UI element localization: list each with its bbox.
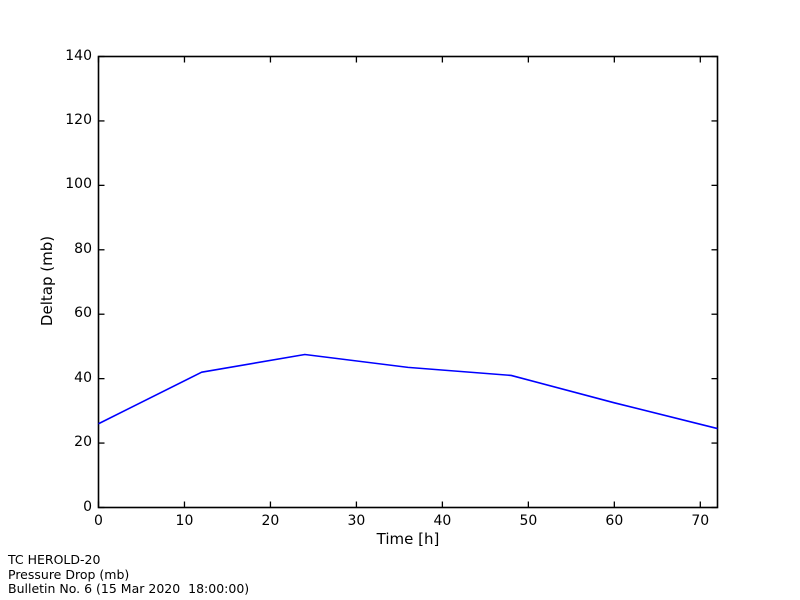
y-axis-label: Deltap (mb) [38,235,56,327]
x-axis-label: Time [h] [376,530,440,548]
y-tick-label: 80 [74,240,92,257]
y-tick-label: 20 [74,434,92,451]
bulletin-info-text: Bulletin No. 6 (15 Mar 2020 18:00:00) [8,581,250,596]
plot-frame [97,55,719,509]
pressure-drop-series-line [98,353,718,430]
bulletin-footer: TC HEROLD-20 Pressure Drop (mb) Bulletin… [8,552,250,597]
y-tick-label: 40 [74,369,92,386]
x-tick-label: 0 [94,513,103,529]
x-tick-label: 10 [175,513,194,529]
y-tick-label: 140 [65,47,92,64]
x-tick-label: 50 [519,513,538,529]
y-tick-label: 100 [65,176,92,193]
y-tick-label: 120 [65,111,92,128]
x-tick-label: 40 [433,513,452,529]
x-tick-label: 30 [347,513,366,529]
y-tick-label: 0 [83,498,92,515]
parameter-name-text: Pressure Drop (mb) [8,566,130,582]
x-tick-label: 60 [605,513,624,529]
x-tick-label: 20 [261,513,280,529]
storm-name-text: TC HEROLD-20 [8,552,101,567]
x-tick-label: 70 [691,513,710,529]
y-tick-label: 60 [74,305,92,322]
